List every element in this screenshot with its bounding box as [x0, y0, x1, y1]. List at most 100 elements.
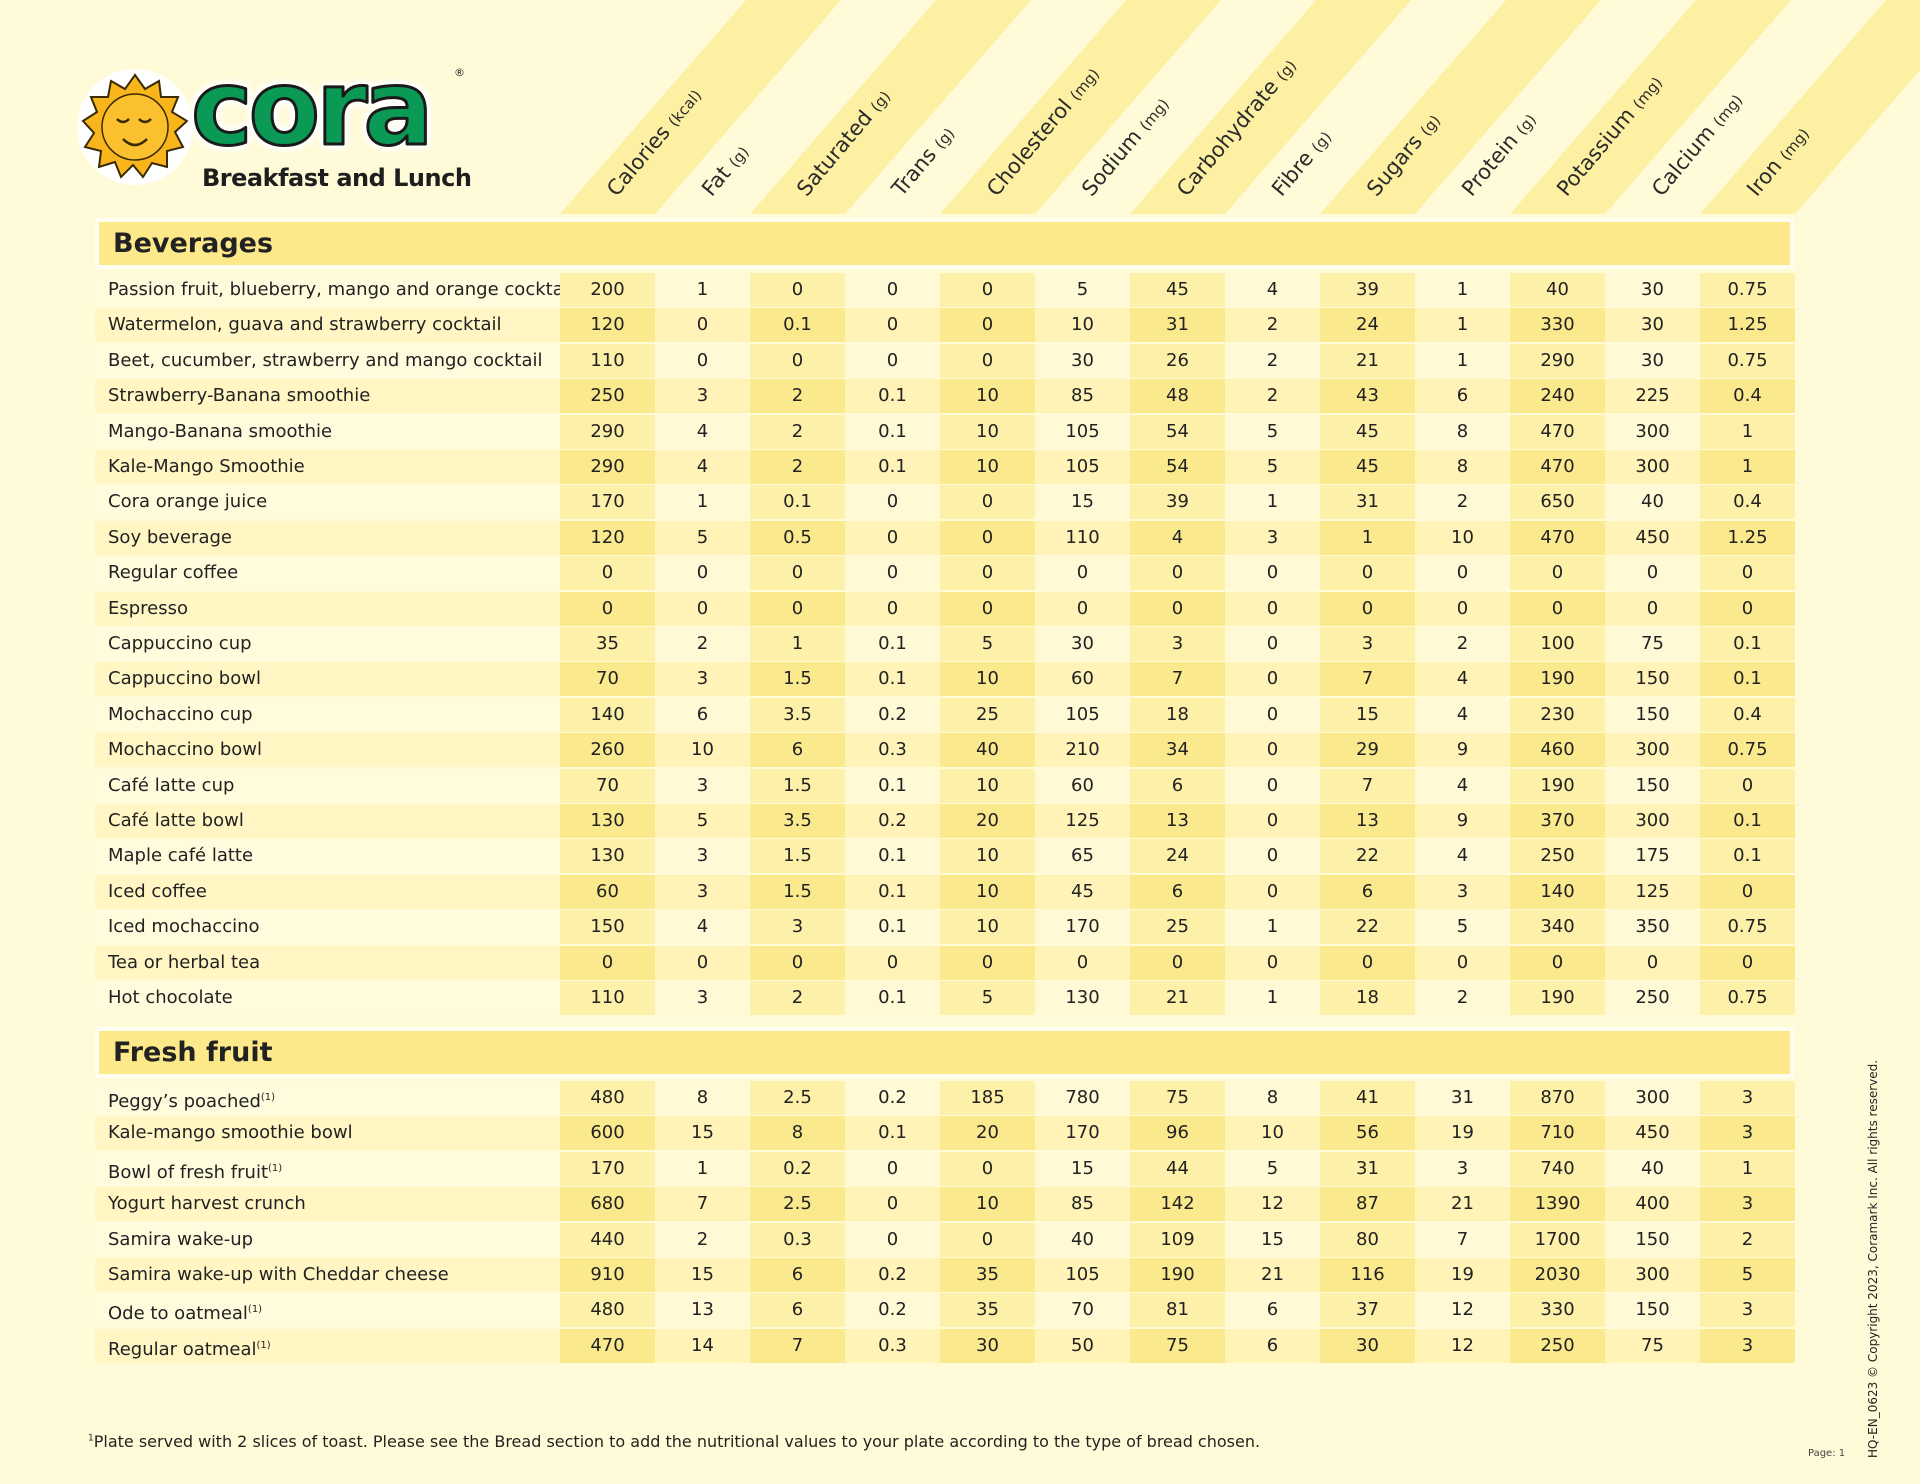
item-name: Hot chocolate: [95, 981, 560, 1015]
item-name-text: Mochaccino cup: [108, 703, 253, 725]
value-cell: 40: [940, 733, 1035, 768]
value-cell: 4: [655, 414, 750, 449]
item-name: Iced mochaccino: [95, 910, 560, 945]
value-cell: 21: [1320, 343, 1415, 378]
value-cell: 41: [1320, 1081, 1415, 1115]
value-cell: 175: [1605, 839, 1700, 874]
value-cell: 7: [1320, 768, 1415, 803]
value-cell: 170: [560, 485, 655, 520]
value-cell: 15: [1035, 1151, 1130, 1186]
value-cell: 0: [845, 1187, 940, 1222]
value-cell: 0: [940, 343, 1035, 378]
value-cell: 50: [1035, 1328, 1130, 1363]
value-cell: 0: [1225, 662, 1320, 697]
item-name: Bowl of fresh fruit(1): [95, 1151, 560, 1186]
table-row: Mango-Banana smoothie 290 4 2 0.1 10 105 54 5 45 8…: [95, 414, 1795, 449]
value-cell: 300: [1605, 450, 1700, 484]
value-cell: 18: [1320, 981, 1415, 1015]
value-cell: 105: [1035, 450, 1130, 484]
value-cell: 330: [1510, 308, 1605, 343]
value-cell: 1: [1225, 910, 1320, 945]
value-cell: 31: [1415, 1081, 1510, 1115]
value-cell: 5: [1225, 414, 1320, 449]
value-cell: 0.75: [1700, 733, 1795, 768]
value-cell: 30: [1605, 343, 1700, 378]
value-cell: 3: [1320, 627, 1415, 661]
column-label: Fat: [697, 161, 736, 201]
value-cell: 0.1: [845, 414, 940, 449]
value-cell: 0: [655, 308, 750, 343]
value-cell: 8: [1225, 1081, 1320, 1115]
value-cell: 470: [1510, 450, 1605, 484]
value-cell: 0.2: [845, 1293, 940, 1328]
value-cell: 150: [1605, 662, 1700, 697]
value-cell: 0: [1605, 945, 1700, 980]
value-cell: 21: [1415, 1187, 1510, 1222]
value-cell: 0: [750, 945, 845, 980]
value-cell: 0.1: [1700, 839, 1795, 874]
value-cell: 0: [845, 556, 940, 591]
item-name-text: Ode to oatmeal: [108, 1303, 248, 1325]
footnote-ref: (1): [260, 1092, 276, 1103]
value-cell: 30: [1605, 308, 1700, 343]
value-cell: 300: [1605, 733, 1700, 768]
value-cell: 210: [1035, 733, 1130, 768]
value-cell: 19: [1415, 1258, 1510, 1292]
value-cell: 6: [1130, 768, 1225, 803]
value-cell: 45: [1130, 273, 1225, 307]
value-cell: 0.2: [845, 804, 940, 838]
value-cell: 1: [655, 273, 750, 307]
value-cell: 6: [1415, 379, 1510, 414]
table-row: Espresso 0 0 0 0 0 0 0 0 0 0 0 0 0: [95, 591, 1795, 626]
table-row: Bowl of fresh fruit(1) 170 1 0.2 0 0 15 44 5 31 3 7…: [95, 1151, 1795, 1186]
value-cell: 18: [1130, 697, 1225, 732]
value-cell: 12: [1415, 1293, 1510, 1328]
value-cell: 1: [1225, 485, 1320, 520]
value-cell: 470: [1510, 414, 1605, 449]
value-cell: 250: [1605, 981, 1700, 1015]
value-cell: 470: [1510, 520, 1605, 555]
value-cell: 0: [1130, 591, 1225, 626]
value-cell: 9: [1415, 733, 1510, 768]
item-name: Ode to oatmeal(1): [95, 1293, 560, 1328]
value-cell: 2: [1225, 343, 1320, 378]
value-cell: 3: [1700, 1187, 1795, 1222]
value-cell: 39: [1130, 485, 1225, 520]
value-cell: 450: [1605, 520, 1700, 555]
value-cell: 0.2: [845, 1081, 940, 1115]
value-cell: 4: [1415, 662, 1510, 697]
table-row: Samira wake-up with Cheddar cheese 910 15 6…: [95, 1258, 1795, 1292]
table-row: Regular oatmeal(1) 470 14 7 0.3 30 50 75 6 30 12 25…: [95, 1328, 1795, 1363]
value-cell: 75: [1605, 1328, 1700, 1363]
value-cell: 3: [655, 839, 750, 874]
value-cell: 2: [750, 414, 845, 449]
table-row: Strawberry-Banana smoothie 250 3 2 0.1 10 85 48…: [95, 379, 1795, 414]
value-cell: 2: [655, 627, 750, 661]
value-cell: 1: [1415, 308, 1510, 343]
value-cell: 10: [1225, 1116, 1320, 1151]
value-cell: 140: [1510, 874, 1605, 909]
value-cell: 0: [940, 308, 1035, 343]
item-name-text: Yogurt harvest crunch: [108, 1193, 306, 1215]
value-cell: 0: [1225, 697, 1320, 732]
value-cell: 24: [1130, 839, 1225, 874]
value-cell: 300: [1605, 1081, 1700, 1115]
value-cell: 200: [560, 273, 655, 307]
value-cell: 10: [940, 379, 1035, 414]
value-cell: 6: [1225, 1328, 1320, 1363]
value-cell: 30: [940, 1328, 1035, 1363]
value-cell: 4: [1130, 520, 1225, 555]
footnote-ref: (1): [268, 1162, 283, 1174]
value-cell: 0.1: [845, 662, 940, 697]
value-cell: 0: [1605, 556, 1700, 591]
value-cell: 150: [1605, 768, 1700, 803]
value-cell: 31: [1320, 485, 1415, 520]
item-name-text: Cora orange juice: [108, 491, 268, 513]
value-cell: 10: [1415, 520, 1510, 555]
value-cell: 170: [1035, 1116, 1130, 1151]
column-unit: (g): [930, 124, 959, 153]
value-cell: 260: [560, 733, 655, 768]
value-cell: 4: [655, 450, 750, 484]
value-cell: 370: [1510, 804, 1605, 838]
item-name: Café latte bowl: [95, 804, 560, 838]
